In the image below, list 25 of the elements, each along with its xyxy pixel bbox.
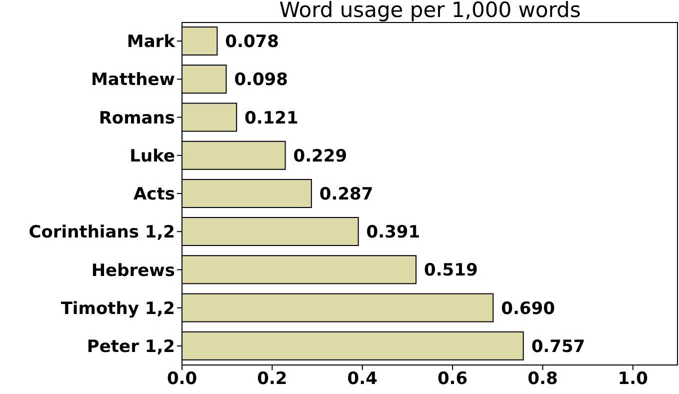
data-label: 0.121 [244,108,298,128]
data-label: 0.098 [234,70,288,90]
data-label: 0.757 [531,336,586,357]
x-tick-label: 0.6 [437,369,468,390]
x-tick-label: 0.8 [528,369,558,390]
y-tick-label: Timothy 1,2 [60,298,175,319]
x-tick-label: 0.2 [257,369,288,390]
data-label: 0.391 [366,222,420,243]
y-tick-label: Matthew [91,70,176,90]
data-label: 0.229 [293,146,348,166]
data-label: 0.287 [319,184,374,204]
y-tick-label: Mark [126,32,176,52]
y-tick-label: Romans [98,108,175,128]
x-tick-label: 1.0 [618,369,648,390]
y-tick-label: Corinthians 1,2 [28,222,175,243]
y-tick-label: Acts [134,184,175,205]
y-tick-label: Hebrews [91,260,175,281]
x-tick-label: 0.4 [347,369,378,390]
y-tick-label: Luke [130,146,175,166]
y-tick-label: Peter 1,2 [86,336,175,357]
data-label: 0.078 [225,32,279,52]
data-label: 0.690 [501,298,556,319]
chart-title: Word usage per 1,000 words [278,0,582,22]
data-label: 0.519 [424,260,478,281]
x-tick-label: 0.0 [166,369,198,390]
